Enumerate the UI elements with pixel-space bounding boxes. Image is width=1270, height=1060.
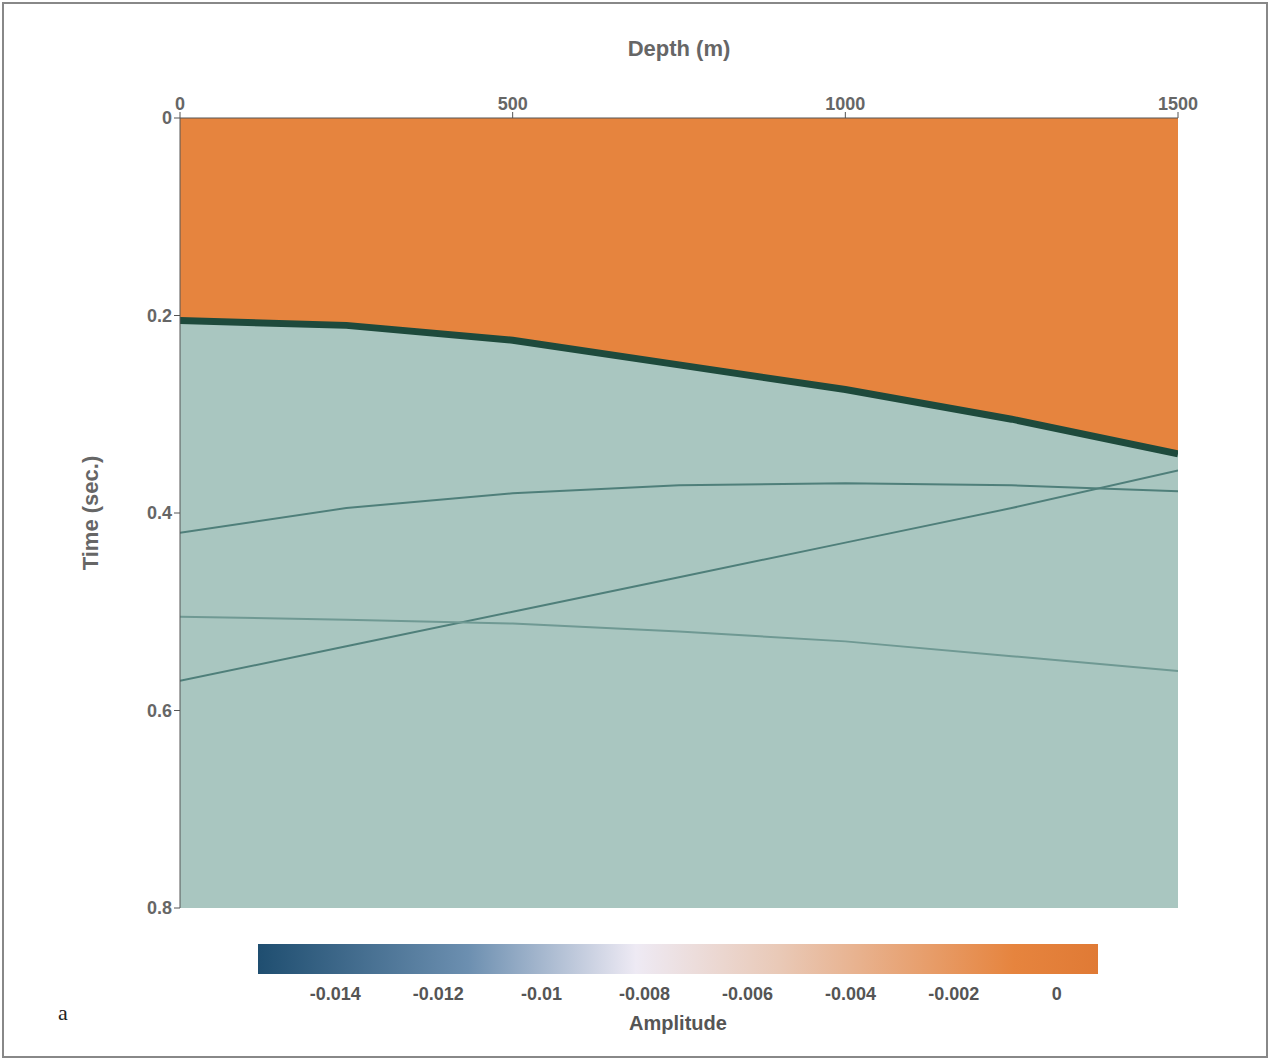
html-text:-0.004: -0.004 bbox=[825, 984, 877, 1004]
svg-text:0.2: 0.2 bbox=[147, 306, 172, 326]
html-text:-0.01: -0.01 bbox=[520, 984, 562, 1004]
svg-text:1000: 1000 bbox=[825, 94, 865, 114]
html-text:Amplitude: Amplitude bbox=[629, 1012, 727, 1034]
html-text:-0.012: -0.012 bbox=[412, 984, 464, 1004]
html-text:0: 0 bbox=[1051, 984, 1062, 1004]
svg-text:0.6: 0.6 bbox=[147, 701, 172, 721]
svg-text:Depth (m): Depth (m) bbox=[628, 36, 731, 61]
html-text:-0.014: -0.014 bbox=[309, 984, 361, 1004]
svg-text:0: 0 bbox=[175, 94, 185, 114]
svg-text:Time (sec.): Time (sec.) bbox=[78, 456, 103, 571]
svg-text:0.4: 0.4 bbox=[147, 503, 172, 523]
svg-text:500: 500 bbox=[498, 94, 528, 114]
svg-text:0.8: 0.8 bbox=[147, 898, 172, 918]
html-text:-0.006: -0.006 bbox=[722, 984, 774, 1004]
html-text:-0.008: -0.008 bbox=[619, 984, 670, 1004]
svg-text:0: 0 bbox=[162, 108, 172, 128]
svg-text:1500: 1500 bbox=[1158, 94, 1198, 114]
html-text:a: a bbox=[58, 1000, 68, 1025]
html-text:-0.002: -0.002 bbox=[928, 984, 980, 1004]
